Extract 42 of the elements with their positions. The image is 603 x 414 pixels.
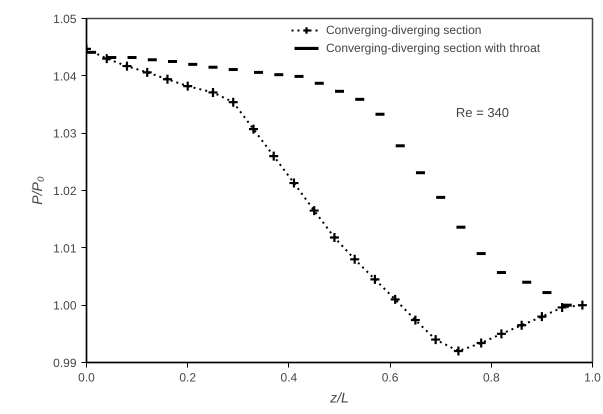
point	[349, 254, 360, 265]
point	[268, 150, 280, 162]
x-tick-label: 0.6	[382, 370, 399, 384]
y-axis-title: P/P₀	[29, 176, 46, 205]
point	[452, 345, 464, 357]
y-tick-label: 1.00	[53, 298, 77, 313]
annotation: Re = 340	[456, 105, 510, 120]
legend-label: Converging-diverging section with throat	[326, 41, 540, 55]
point	[248, 124, 260, 135]
y-tick-label: 1.04	[53, 69, 77, 84]
y-tick-label: 1.05	[53, 12, 77, 26]
x-tick-label: 1.0	[584, 370, 602, 384]
x-tick-label: 0.8	[482, 370, 500, 384]
x-tick-label: 0.2	[179, 370, 196, 384]
point	[228, 96, 239, 108]
point	[476, 337, 487, 349]
point	[207, 86, 219, 98]
point	[496, 328, 508, 340]
y-tick-label: 0.99	[53, 356, 77, 370]
y-tick-label: 1.03	[53, 126, 77, 141]
point	[410, 314, 421, 326]
point	[162, 74, 174, 85]
x-axis-title: z/L	[329, 390, 349, 406]
point	[328, 232, 340, 244]
point	[288, 177, 300, 189]
point	[182, 80, 194, 92]
point	[390, 294, 401, 306]
point	[121, 60, 133, 72]
point	[556, 302, 568, 314]
point	[142, 66, 153, 78]
x-tick-label: 0.0	[78, 370, 96, 384]
point	[308, 204, 320, 216]
y-tick-label: 1.02	[53, 184, 77, 198]
point	[536, 311, 548, 322]
point	[101, 53, 112, 64]
point	[369, 274, 381, 285]
point	[576, 300, 588, 311]
x-tick-label: 0.4	[280, 370, 298, 384]
point	[430, 334, 442, 346]
legend-label: Converging-diverging section	[326, 23, 482, 37]
y-tick-label: 1.01	[53, 241, 77, 256]
point	[516, 320, 528, 331]
